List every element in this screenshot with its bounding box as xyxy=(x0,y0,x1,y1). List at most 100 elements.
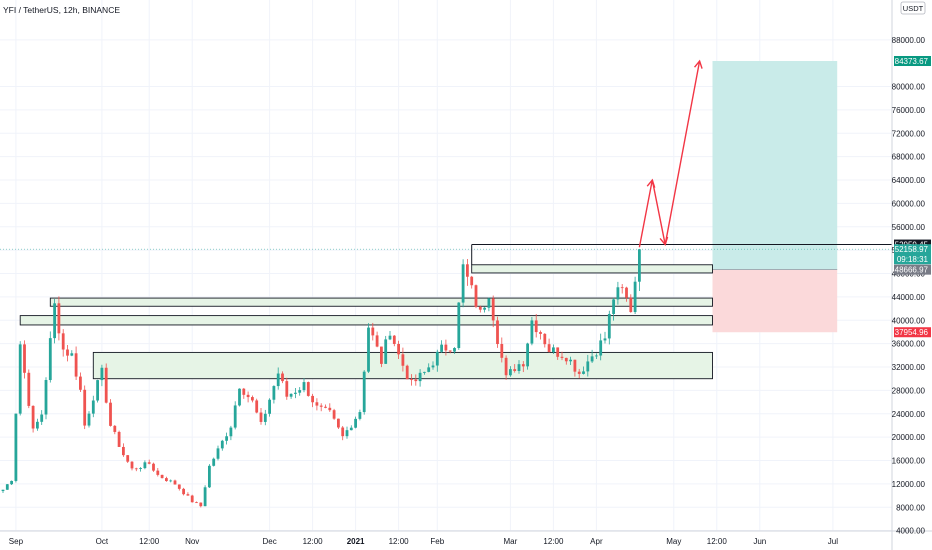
candle-body xyxy=(534,320,538,333)
candle-body xyxy=(225,436,228,441)
candle-body xyxy=(431,365,435,368)
currency-label: USDT xyxy=(903,4,924,13)
candle-body xyxy=(577,371,581,374)
candle-body xyxy=(539,332,542,334)
candle-body xyxy=(337,418,340,428)
stop-zone xyxy=(712,269,838,333)
candle-body xyxy=(156,470,160,475)
candle-body xyxy=(556,347,560,357)
time-tick-label: Jun xyxy=(753,537,766,546)
candle-body xyxy=(341,427,345,437)
candle-body xyxy=(27,372,31,406)
candle-body xyxy=(276,373,280,387)
candle-body xyxy=(414,379,418,382)
candle-body xyxy=(87,413,91,426)
candle-body xyxy=(521,364,525,367)
candle-body xyxy=(199,502,203,507)
price-tick-label: 44000.00 xyxy=(892,293,926,302)
candle-body xyxy=(212,458,216,466)
candle-body xyxy=(500,344,504,358)
candle-body xyxy=(61,333,65,350)
price-tick-label: 72000.00 xyxy=(892,129,926,138)
candle-body xyxy=(564,357,568,362)
candle-body xyxy=(560,356,564,358)
candle-body xyxy=(388,335,392,340)
candle-body xyxy=(104,367,108,403)
candle-body xyxy=(599,340,603,356)
candle-body xyxy=(392,335,396,344)
price-tick-label: 12000.00 xyxy=(892,480,926,489)
candle-body xyxy=(607,313,611,339)
long-position-tool[interactable] xyxy=(712,61,838,333)
candle-body xyxy=(294,392,297,394)
candle-body xyxy=(169,480,173,482)
price-projection-path[interactable] xyxy=(638,59,703,248)
time-tick-label: Jul xyxy=(828,537,838,546)
time-tick-label: 2021 xyxy=(347,537,365,546)
time-tick-label: 12:00 xyxy=(303,537,324,546)
candle-body xyxy=(126,455,130,462)
candle-body xyxy=(405,365,409,380)
candle-body xyxy=(91,400,95,414)
candle-body xyxy=(130,461,134,469)
candle-body xyxy=(259,412,263,422)
price-tick-label: 76000.00 xyxy=(892,106,926,115)
currency-button-frame xyxy=(900,1,926,15)
candle-body xyxy=(285,381,289,397)
time-tick-label: May xyxy=(666,537,681,546)
candle-body xyxy=(242,388,246,395)
candle-body xyxy=(629,297,633,313)
candle-body xyxy=(543,333,547,345)
candle-body xyxy=(427,367,431,372)
bar-countdown-text: 09:18:31 xyxy=(897,255,929,264)
candle-body xyxy=(513,369,517,371)
price-tick-label: 88000.00 xyxy=(892,36,926,45)
candle-body xyxy=(263,413,267,422)
time-tick-label: 12:00 xyxy=(139,537,160,546)
candle-body xyxy=(238,388,241,406)
candle-body xyxy=(595,355,598,357)
candle-body xyxy=(233,405,237,428)
candle-body xyxy=(36,421,39,429)
drawing-lines[interactable] xyxy=(0,244,892,265)
candle-body xyxy=(349,427,353,431)
candle-body xyxy=(375,335,379,347)
price-tick-label: 64000.00 xyxy=(892,176,926,185)
candle-body xyxy=(354,418,357,428)
candle-body xyxy=(504,357,508,376)
time-tick-label: Oct xyxy=(96,537,109,546)
chart-title: YFI / TetherUS, 12h, BINANCE xyxy=(3,5,120,15)
candle-body xyxy=(586,361,590,372)
candle-body xyxy=(380,346,383,364)
candle-body xyxy=(186,494,190,496)
price-tick-label: 60000.00 xyxy=(892,199,926,208)
candle-body xyxy=(53,303,56,339)
price-tag-37954-96 xyxy=(894,327,931,338)
candle-body xyxy=(220,440,224,449)
price-tick-label: 28000.00 xyxy=(892,386,926,395)
candle-body xyxy=(345,430,349,437)
projection-polyline xyxy=(638,60,701,248)
currency-button[interactable]: USDT xyxy=(900,1,926,15)
candle-body xyxy=(362,371,366,413)
candle-body xyxy=(298,390,302,393)
candle-body xyxy=(251,397,254,401)
candle-body xyxy=(552,347,555,352)
price-tick-label: 40000.00 xyxy=(892,316,926,325)
time-tick-label: Feb xyxy=(430,537,444,546)
candle-body xyxy=(134,468,138,470)
candle-body xyxy=(14,413,18,481)
candle-body xyxy=(208,465,211,488)
candle-body xyxy=(418,372,422,382)
candle-body xyxy=(315,402,319,406)
candle-body xyxy=(384,339,388,364)
candle-body xyxy=(79,376,82,390)
candle-body xyxy=(109,402,112,426)
candle-body xyxy=(100,367,104,381)
time-axis[interactable]: Sep Oct 12:00 Nov Dec 12:00 2021 12:00 Feb Mar 12:… xyxy=(9,537,838,546)
candle-body xyxy=(491,298,495,321)
price-tick-label: 32000.00 xyxy=(892,363,926,372)
candle-body xyxy=(367,327,370,372)
candle-body xyxy=(177,484,181,489)
